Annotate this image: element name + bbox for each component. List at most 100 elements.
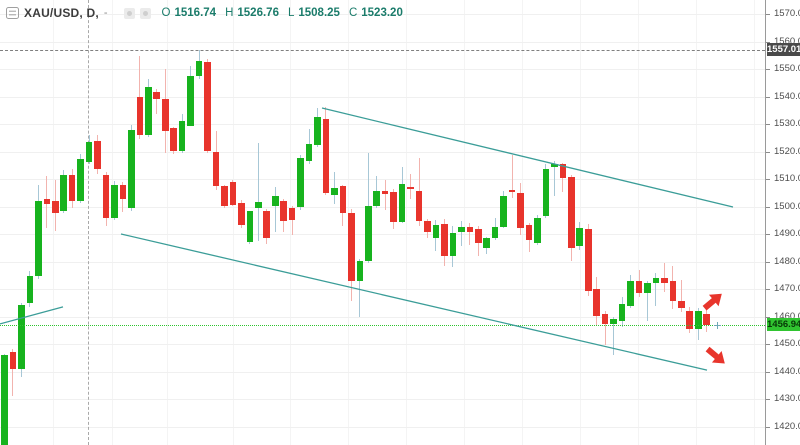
grid-vline xyxy=(696,0,697,445)
candle xyxy=(686,311,694,330)
candle xyxy=(263,211,271,239)
grid-hline xyxy=(0,151,765,153)
axis-tick xyxy=(766,69,770,70)
axis-tick xyxy=(766,96,770,98)
candle xyxy=(348,213,355,282)
candle xyxy=(635,281,643,293)
grid-vline xyxy=(638,0,639,445)
candle xyxy=(271,196,279,207)
candle xyxy=(500,195,507,227)
candle xyxy=(102,175,110,219)
candle xyxy=(178,120,186,152)
axis-tick xyxy=(766,124,770,125)
candle xyxy=(364,206,372,261)
candle xyxy=(568,176,575,249)
axis-tick xyxy=(766,206,770,208)
candle xyxy=(559,164,567,179)
candle xyxy=(94,140,101,169)
chart-legend: XAU/USD, D, - O 1516.74 H 1526.76 L 1508… xyxy=(6,5,408,21)
candle xyxy=(508,190,516,193)
ohlc-readout: O 1516.74 H 1526.76 L 1508.25 C 1523.20 xyxy=(162,7,408,19)
symbol-menu-icon[interactable] xyxy=(6,7,19,19)
axis-tick-label: 1440.00 xyxy=(774,365,800,377)
candle xyxy=(145,86,152,136)
candle xyxy=(170,128,177,152)
axis-tick-label: 1540.00 xyxy=(774,90,800,102)
candle xyxy=(601,314,609,325)
candle xyxy=(305,143,313,162)
high-price-dashed-line[interactable] xyxy=(0,49,765,51)
grid-hline xyxy=(0,426,765,428)
candle xyxy=(255,202,262,208)
axis-tick-label: 1480.00 xyxy=(774,255,800,267)
axis-tick-label: 1530.00 xyxy=(774,118,800,129)
candle xyxy=(669,281,677,301)
candle xyxy=(212,151,220,187)
grid-vline xyxy=(406,0,407,445)
axis-tick-label: 1550.00 xyxy=(774,63,800,74)
grid-hline xyxy=(0,371,765,373)
red-arrow-up-right-annotation[interactable] xyxy=(700,288,727,314)
legend-settings-icon[interactable] xyxy=(139,7,151,19)
candle xyxy=(398,183,406,222)
candle xyxy=(68,175,76,202)
candle xyxy=(644,282,651,293)
candle xyxy=(280,201,287,222)
grid-hline xyxy=(0,344,765,345)
high-price-line-label: 1557.01 xyxy=(767,43,800,57)
trendline-channel-lower[interactable] xyxy=(120,233,708,371)
last-price-label: 1456.94 xyxy=(767,318,800,332)
candle xyxy=(314,116,321,146)
open-value: 1516.74 xyxy=(174,7,217,19)
candle xyxy=(85,141,93,162)
axis-tick xyxy=(766,426,770,428)
grid-vline xyxy=(112,0,113,445)
candle xyxy=(187,75,194,126)
candle xyxy=(678,300,685,308)
candle xyxy=(491,226,499,239)
candle xyxy=(703,314,710,325)
axis-tick xyxy=(766,344,770,345)
candle xyxy=(153,91,161,99)
candle xyxy=(627,281,634,307)
candle xyxy=(593,289,600,317)
price-axis[interactable]: 1557.01 1456.94 1570.00 1560.00 1550.00 154… xyxy=(765,0,800,445)
candle xyxy=(618,304,626,322)
candle xyxy=(381,190,389,194)
candle xyxy=(288,208,296,221)
candle xyxy=(18,304,25,369)
candle xyxy=(195,61,203,76)
axis-tick-label: 1460.00 xyxy=(774,310,800,322)
axis-tick-label: 1500.00 xyxy=(774,200,800,212)
vertical-dashed-line xyxy=(88,0,89,445)
grid-hline xyxy=(0,399,765,400)
low-label: L xyxy=(287,7,295,19)
candle xyxy=(525,225,533,241)
red-arrow-down-right-annotation[interactable] xyxy=(703,343,730,369)
grid-hline xyxy=(0,41,765,43)
candle xyxy=(483,238,490,249)
last-price-dotted-line[interactable] xyxy=(0,324,765,326)
axis-tick-label: 1490.00 xyxy=(774,228,800,239)
legend-eye-icon[interactable] xyxy=(123,7,135,19)
candle xyxy=(652,278,660,283)
grid-hline xyxy=(0,234,765,235)
grid-hline xyxy=(0,96,765,98)
candle xyxy=(424,220,431,232)
low-value: 1508.25 xyxy=(298,7,340,19)
close-value: 1523.20 xyxy=(361,7,403,19)
axis-tick-label: 1520.00 xyxy=(774,145,800,157)
candle-wick xyxy=(291,206,293,236)
candle xyxy=(297,158,304,208)
candle xyxy=(238,203,245,225)
chart-canvas[interactable]: XAU/USD, D, - O 1516.74 H 1526.76 L 1508… xyxy=(0,0,765,445)
candle xyxy=(542,168,550,217)
symbol-title[interactable]: XAU/USD, D, xyxy=(24,6,99,20)
axis-tick xyxy=(766,14,770,15)
candle xyxy=(390,191,397,222)
candle xyxy=(373,190,381,206)
candle xyxy=(136,96,144,136)
candle xyxy=(221,186,228,207)
grid-hline xyxy=(0,69,765,70)
